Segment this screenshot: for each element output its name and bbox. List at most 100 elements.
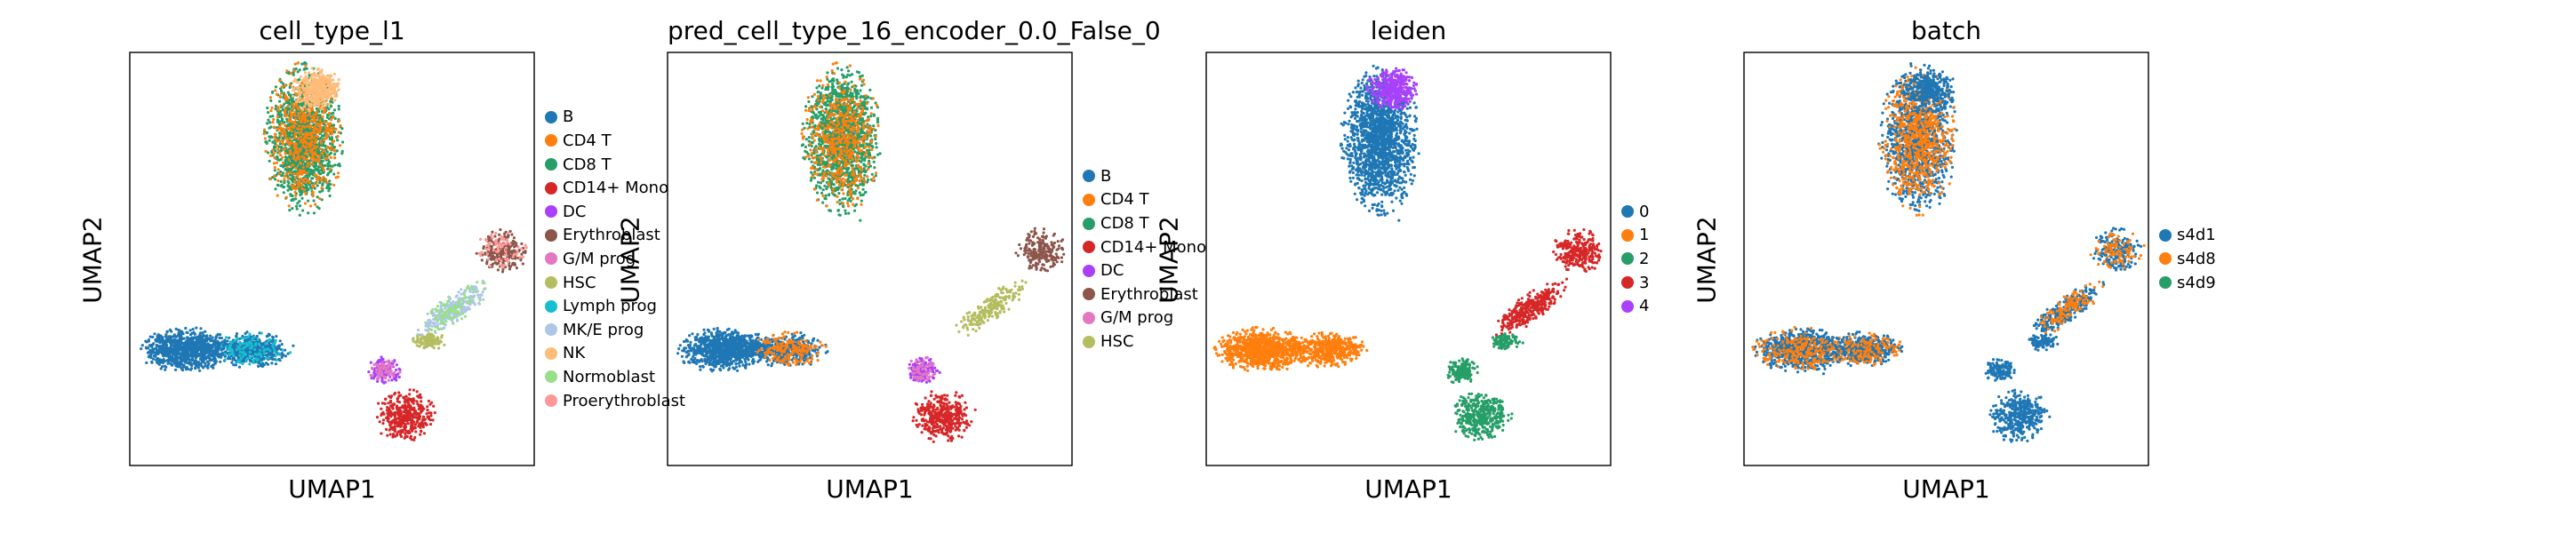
- data-point: [309, 170, 313, 173]
- data-point: [269, 346, 273, 350]
- data-point: [332, 172, 336, 176]
- data-point: [428, 318, 431, 322]
- data-point: [395, 363, 398, 367]
- data-point: [318, 118, 322, 123]
- data-point: [280, 91, 284, 95]
- data-point: [188, 358, 191, 362]
- data-point: [294, 162, 298, 165]
- data-point: [508, 264, 511, 267]
- data-point: [520, 252, 524, 256]
- data-point: [423, 345, 427, 349]
- data-point: [301, 107, 305, 111]
- data-point: [185, 352, 188, 355]
- data-point: [319, 136, 323, 140]
- data-point: [262, 131, 266, 136]
- data-point: [304, 79, 308, 83]
- data-point: [278, 124, 282, 128]
- data-point: [204, 350, 207, 354]
- data-point: [292, 136, 296, 139]
- data-point: [219, 333, 222, 337]
- data-point: [321, 102, 324, 106]
- data-point: [199, 354, 203, 357]
- data-point: [166, 362, 170, 365]
- data-point: [300, 104, 304, 107]
- data-point: [329, 137, 332, 140]
- data-point: [314, 139, 318, 143]
- data-point: [394, 418, 397, 421]
- data-point: [469, 296, 473, 299]
- data-point: [337, 88, 340, 91]
- data-point: [318, 163, 323, 167]
- data-point: [292, 80, 296, 84]
- data-point: [331, 91, 334, 95]
- data-point: [285, 69, 289, 73]
- data-point: [307, 71, 311, 75]
- data-point: [434, 342, 437, 346]
- data-point: [308, 143, 311, 147]
- data-point: [301, 165, 305, 170]
- data-point: [434, 325, 437, 329]
- data-point: [475, 251, 478, 255]
- data-point: [220, 345, 223, 348]
- data-point: [320, 85, 324, 89]
- data-point: [396, 397, 399, 401]
- data-point: [306, 164, 309, 168]
- data-point: [312, 164, 316, 168]
- data-point: [322, 148, 326, 152]
- data-point: [164, 347, 168, 351]
- data-point: [323, 76, 327, 79]
- data-point: [324, 103, 328, 107]
- data-point: [282, 186, 285, 189]
- data-point: [400, 430, 404, 434]
- data-point: [298, 92, 301, 96]
- data-point: [274, 187, 277, 191]
- data-point: [278, 95, 282, 99]
- data-point: [293, 117, 298, 121]
- data-point: [387, 402, 390, 405]
- data-point: [293, 62, 297, 66]
- data-point: [408, 412, 412, 416]
- data-point: [273, 169, 276, 172]
- data-point: [171, 340, 174, 344]
- data-point: [194, 367, 197, 370]
- data-point: [303, 177, 307, 180]
- data-point: [455, 294, 459, 298]
- data-point: [290, 184, 293, 187]
- data-point: [212, 355, 216, 359]
- data-point: [420, 400, 423, 403]
- data-point: [314, 151, 317, 155]
- data-point: [298, 116, 301, 120]
- data-point: [395, 405, 398, 409]
- data-point: [391, 426, 395, 429]
- data-point: [180, 347, 184, 351]
- data-point: [156, 352, 159, 355]
- data-point: [205, 337, 209, 340]
- data-point: [271, 335, 275, 338]
- data-point: [491, 230, 494, 234]
- data-point: [307, 199, 310, 203]
- data-point: [293, 133, 297, 137]
- data-point: [403, 400, 406, 403]
- data-point: [460, 292, 463, 296]
- data-point: [287, 93, 291, 97]
- data-point: [287, 127, 291, 131]
- data-point: [393, 420, 396, 424]
- data-point: [202, 347, 205, 351]
- data-point: [324, 100, 327, 104]
- data-point: [200, 336, 204, 339]
- data-point: [324, 120, 327, 124]
- data-point: [510, 233, 514, 236]
- data-point: [274, 362, 277, 366]
- data-point: [311, 177, 315, 180]
- data-point: [276, 115, 279, 119]
- data-point: [310, 67, 314, 70]
- data-point: [209, 346, 212, 349]
- data-point: [208, 349, 212, 353]
- data-point: [263, 137, 267, 140]
- data-point: [273, 142, 276, 146]
- data-point: [412, 337, 415, 340]
- data-point: [400, 422, 404, 426]
- data-point: [492, 262, 495, 266]
- data-point: [416, 328, 420, 332]
- data-point: [140, 347, 143, 351]
